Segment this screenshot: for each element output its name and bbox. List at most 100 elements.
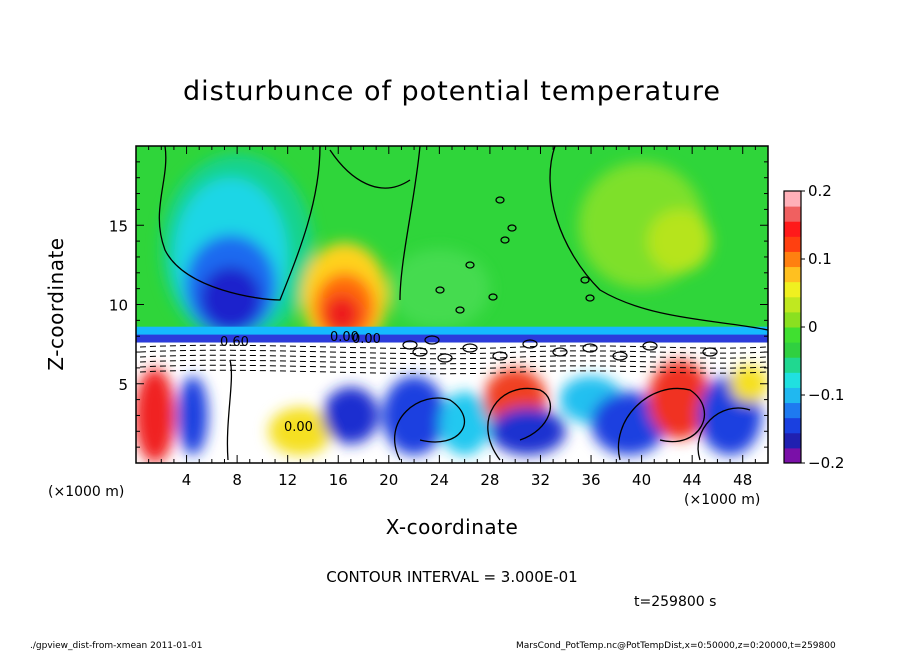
colorbar-swatch <box>784 221 801 237</box>
contour-line-3 <box>549 146 768 331</box>
contour-blob-9 <box>500 236 510 244</box>
x-tick-label: 8 <box>232 471 242 489</box>
colorbar-swatch <box>784 281 801 298</box>
colorbar-swatch <box>784 357 801 373</box>
colorbar-swatch <box>784 447 801 464</box>
contour-blob-3 <box>465 261 475 269</box>
turbulent-contour-12 <box>702 347 718 357</box>
cool-eddy-1 <box>177 375 209 456</box>
y-tick-label: 10 <box>109 297 128 315</box>
mid-patch <box>388 249 490 329</box>
lower-contour-2 <box>394 397 465 461</box>
lower-layer <box>136 342 768 463</box>
colorbar-swatch <box>784 296 801 313</box>
x-tick-label: 36 <box>581 471 600 489</box>
y-tick-label: 5 <box>118 376 128 394</box>
cool-eddy-7 <box>591 391 667 456</box>
warm-eddy-1 <box>136 367 176 463</box>
turbulent-contour-8 <box>552 347 568 357</box>
cool-plume-deep <box>200 266 262 330</box>
contour-blob-6 <box>455 306 465 314</box>
colorbar-swatch <box>784 206 801 222</box>
lower-contour-4 <box>617 387 706 461</box>
warm-plume-core <box>324 294 360 334</box>
chart-title: disturbunce of potential temperature <box>183 76 721 107</box>
contour-line-2 <box>399 146 421 301</box>
contour-line-1 <box>158 146 321 301</box>
lower-contour-3 <box>487 387 551 461</box>
warm-eddy-4 <box>647 359 712 440</box>
colorbar-swatch <box>784 266 801 283</box>
colorbar-swatch <box>784 372 801 388</box>
contour-line-4 <box>329 149 411 189</box>
y-axis-label: Z-coordinate <box>44 237 68 371</box>
colorbar-swatch <box>784 236 801 252</box>
contour-blob-1 <box>495 196 505 204</box>
cool-eddy-2 <box>323 386 379 444</box>
colorbar-swatch <box>784 402 801 419</box>
heatmap-field: 0.60 0.000.000.00 <box>136 146 768 463</box>
turbulent-contour-11 <box>642 341 658 351</box>
cool-eddy-3 <box>382 375 446 456</box>
x-tick-label: 32 <box>531 471 550 489</box>
contour-blob-4 <box>488 293 498 301</box>
contour-blob-8 <box>585 294 595 302</box>
cool-eddy-5 <box>489 407 566 456</box>
dashed-contour-4 <box>139 359 767 365</box>
x-axis-label: X-coordinate <box>385 515 519 539</box>
footer-right: MarsCond_PotTemp.nc@PotTempDist,x=0:5000… <box>516 641 836 651</box>
x-tick-label: 4 <box>182 471 192 489</box>
x-tick-label: 20 <box>379 471 398 489</box>
turbulent-contour-7 <box>522 339 538 349</box>
x-tick-label: 48 <box>733 471 752 489</box>
contour-lines <box>158 146 768 461</box>
contour-blob-2 <box>507 224 517 232</box>
dashed-contour-6 <box>139 369 767 375</box>
colorbar-swatch <box>784 387 801 404</box>
contour-blob-7 <box>580 276 590 284</box>
colorbar: 0.2 0.1 0 −0.1 −0.2 <box>783 182 844 472</box>
colorbar-tick-label: 0 <box>808 318 818 336</box>
colorbar-tick-label: −0.1 <box>808 386 844 404</box>
warm-eddy-2 <box>268 407 332 456</box>
colorbar-swatch <box>784 432 801 449</box>
colorbar-swatch <box>784 251 801 268</box>
colorbar-tick-label: 0.2 <box>808 182 832 200</box>
y-tick-label: 15 <box>109 217 128 235</box>
contour-interval-text: CONTOUR INTERVAL = 3.000E-01 <box>326 568 578 586</box>
dashed-contour-3 <box>139 354 767 360</box>
dashed-contour-1 <box>139 344 767 350</box>
field-blobs <box>161 153 712 351</box>
lower-blobs <box>136 359 768 463</box>
turbulent-contour-1 <box>402 340 418 350</box>
contour-label-1: 0.60 <box>220 335 249 350</box>
footer-left: ./gpview_dist-from-xmean 2011-01-01 <box>30 641 203 651</box>
turbulent-contour-3 <box>424 335 440 345</box>
turbulent-contour-6 <box>492 351 508 361</box>
colorbar-swatch <box>784 417 801 434</box>
lower-contour-5 <box>697 407 751 461</box>
contour-label-3: 0.00 <box>352 332 381 347</box>
colorbar-swatch <box>784 342 801 358</box>
turbulent-contour-10 <box>612 351 628 361</box>
colorbar-swatch <box>784 191 801 207</box>
x-tick-label: 44 <box>683 471 702 489</box>
x-tick-label: 16 <box>329 471 348 489</box>
x-unit-label-left: (×1000 m) <box>48 484 125 500</box>
turbulent-contour-4 <box>437 353 453 363</box>
x-tick-label: 40 <box>632 471 651 489</box>
colorbar-swatch <box>784 327 801 343</box>
x-axis: 4 8 12 16 20 24 28 32 36 40 44 48 <box>148 146 756 489</box>
turbulent-contour-9 <box>582 343 598 353</box>
contour-blob-5 <box>435 286 445 294</box>
time-stamp: t=259800 s <box>634 594 717 610</box>
colorbar-tick-label: 0.1 <box>808 250 832 268</box>
dashed-contour-5 <box>139 364 767 370</box>
colorbar-tick-label: −0.2 <box>808 454 844 472</box>
inversion-core <box>136 334 768 343</box>
x-tick-label: 28 <box>480 471 499 489</box>
x-tick-label: 12 <box>278 471 297 489</box>
dashed-contours <box>139 344 767 375</box>
lower-contour-1 <box>226 359 233 461</box>
